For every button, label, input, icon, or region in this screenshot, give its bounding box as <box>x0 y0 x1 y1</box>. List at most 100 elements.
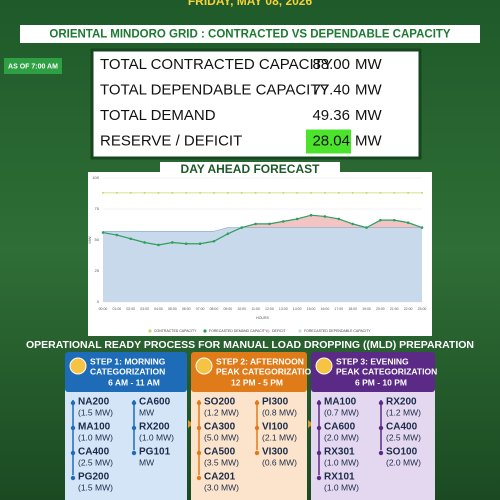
bullet <box>316 400 322 406</box>
step-panel <box>191 388 307 500</box>
point <box>129 191 132 194</box>
point <box>185 191 188 194</box>
feeder-mw: (1.5 MW) <box>78 482 113 492</box>
step-title: STEP 2: AFTERNOON <box>216 356 304 366</box>
feeder-name: RX301 <box>324 447 355 458</box>
point <box>282 220 285 223</box>
bullet <box>70 400 76 406</box>
feeder-name: RX200 <box>139 422 170 433</box>
feeder-name: CA400 <box>386 422 418 433</box>
bullet <box>131 400 137 406</box>
point <box>421 191 423 194</box>
x-tick-label: 18:00 <box>348 307 357 311</box>
title-banner <box>20 25 480 43</box>
feeder-name: PI300 <box>262 397 289 408</box>
point <box>323 191 326 194</box>
bullet <box>131 425 137 431</box>
row-value: 77.40 <box>312 81 350 98</box>
feeder-name: MA100 <box>78 422 111 433</box>
feeder-mw: (2.1 MW) <box>262 432 297 442</box>
bullet <box>254 450 260 456</box>
point <box>212 239 216 243</box>
feeder-mw: (2.0 MW) <box>386 457 421 467</box>
point <box>393 191 396 194</box>
legend-label: FORECASTED DEPENDABLE CAPACITY <box>304 329 371 333</box>
x-tick-label: 22:00 <box>404 307 413 311</box>
feeder-mw: (3.0 MW) <box>204 482 239 492</box>
feeder-mw: (2.0 MW) <box>324 432 359 442</box>
point <box>282 191 285 194</box>
point <box>337 191 340 194</box>
point <box>115 191 118 194</box>
legend-label: CONTRACTED CAPACITY <box>154 329 197 333</box>
feeder-name: VI100 <box>262 422 289 433</box>
x-tick-label: 09:00 <box>223 307 232 311</box>
point <box>295 217 299 221</box>
bullet <box>254 400 260 406</box>
step-title: STEP 1: MORNING <box>90 356 166 366</box>
step-header <box>311 352 435 392</box>
x-tick-label: 17:00 <box>334 307 343 311</box>
step-header <box>191 352 307 392</box>
bullet <box>70 450 76 456</box>
process-title: OPERATIONAL READY PROCESS FOR MANUAL LOA… <box>26 339 474 351</box>
point <box>226 232 230 236</box>
point <box>143 241 146 244</box>
legend-swatch <box>148 329 152 333</box>
point <box>323 215 327 218</box>
x-tick-label: 13:00 <box>279 307 288 311</box>
x-tick-label: 21:00 <box>390 307 399 311</box>
x-tick-label: 07:00 <box>196 307 205 311</box>
step-panel <box>65 388 187 500</box>
x-tick-label: 12:00 <box>265 307 274 311</box>
x-tick-label: 14:00 <box>293 307 302 311</box>
step-icon <box>195 357 213 375</box>
point <box>379 218 382 222</box>
point <box>254 191 257 194</box>
x-tick-label: 00:00 <box>99 307 108 311</box>
x-tick-label: 05:00 <box>168 307 177 311</box>
step-icon <box>69 357 87 375</box>
x-tick-label: 08:00 <box>210 307 219 311</box>
point <box>171 241 174 244</box>
feeder-mw: (1.0 MW) <box>324 457 359 467</box>
x-tick-label: 04:00 <box>154 307 163 311</box>
step-title: PEAK CATEGORIZATION <box>216 366 317 376</box>
point <box>102 191 104 194</box>
feeder-name: PG200 <box>78 472 110 483</box>
feeder-name: NA200 <box>78 397 110 408</box>
feeder-name: MA100 <box>324 397 357 408</box>
point <box>184 242 188 246</box>
y-tick-label: 100 <box>92 175 99 180</box>
row-label: TOTAL DEPENDABLE CAPACITY <box>100 81 330 98</box>
point <box>101 231 105 234</box>
series-line <box>102 214 423 246</box>
bullet <box>316 475 322 481</box>
feeder-mw: MW <box>139 407 154 417</box>
x-tick-label: 10:00 <box>237 307 246 311</box>
feeder-name: CA300 <box>204 422 236 433</box>
point <box>392 218 396 222</box>
x-tick-label: 02:00 <box>126 307 135 311</box>
bullet <box>131 450 137 456</box>
bullet <box>254 425 260 431</box>
summary-box <box>90 48 422 160</box>
point <box>365 226 368 229</box>
feeder-name: CA400 <box>78 447 110 458</box>
point <box>407 191 410 194</box>
bullet <box>196 450 202 456</box>
row-label: TOTAL DEMAND <box>100 107 216 124</box>
point <box>337 217 341 221</box>
point <box>309 213 313 217</box>
bullet <box>196 475 202 481</box>
point <box>115 233 119 237</box>
step-panel <box>311 388 435 500</box>
feeder-mw: (5.0 MW) <box>204 432 239 442</box>
point <box>310 191 313 194</box>
row-value: 49.36 <box>312 107 350 124</box>
point <box>296 191 299 194</box>
feeder-mw: (0.8 MW) <box>262 407 297 417</box>
step-time: 6 PM - 10 PM <box>355 377 407 387</box>
